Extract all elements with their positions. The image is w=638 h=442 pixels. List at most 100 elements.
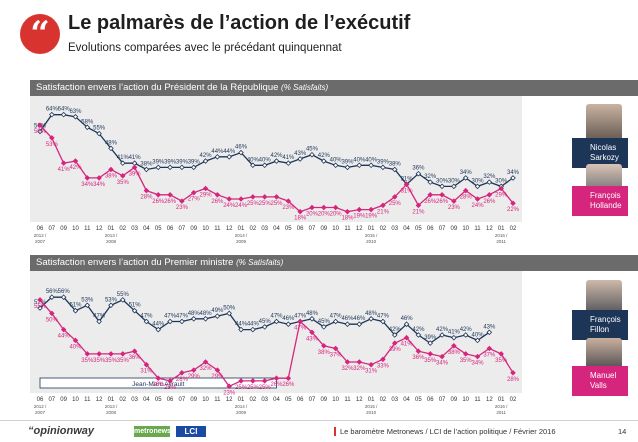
- data-point: [131, 307, 138, 314]
- tick-label: 01: [498, 226, 505, 232]
- tick-label: 10: [332, 226, 339, 232]
- data-label: 31%: [401, 176, 414, 182]
- data-label: 28%: [460, 195, 473, 201]
- data-label: 25%: [389, 201, 402, 207]
- quote-badge: “: [20, 14, 60, 54]
- year-label: 2010: [366, 410, 377, 415]
- data-point: [72, 307, 79, 314]
- data-label: 46%: [341, 316, 354, 322]
- footer-caption: Le baromètre Metronews / LCI de l’action…: [334, 427, 556, 436]
- data-point: [486, 192, 493, 198]
- tick-label: 12: [96, 226, 103, 232]
- data-label: 32%: [353, 366, 366, 372]
- tick-label: 06: [297, 397, 304, 403]
- data-label: 59%: [34, 129, 47, 135]
- data-label: 47%: [93, 314, 106, 320]
- data-label: 42%: [200, 153, 213, 159]
- data-point: [356, 359, 363, 365]
- tick-label: 02: [380, 397, 387, 403]
- annotation-label: Jean-Marc Ayrault: [132, 381, 184, 388]
- data-label: 64%: [58, 107, 71, 113]
- year-label: 2014 /: [235, 233, 248, 238]
- data-point: [108, 351, 114, 357]
- data-label: 24%: [223, 203, 236, 209]
- data-label: 39%: [424, 335, 437, 341]
- data-label: 39%: [389, 347, 402, 353]
- data-point: [321, 204, 327, 211]
- data-label: 53%: [46, 142, 59, 148]
- tick-label: 10: [462, 226, 469, 232]
- data-point: [380, 202, 386, 209]
- data-point: [37, 305, 43, 311]
- data-point: [391, 166, 398, 173]
- data-point: [285, 160, 292, 166]
- plot-background: [30, 271, 522, 393]
- data-point: [285, 198, 292, 204]
- data-point: [202, 359, 209, 365]
- data-label: 38%: [105, 173, 118, 179]
- tick-label: 09: [451, 226, 458, 232]
- tick-label: 11: [214, 397, 221, 403]
- data-label: 47%: [140, 314, 153, 320]
- data-label: 26%: [152, 199, 165, 205]
- tick-label: 01: [368, 397, 375, 403]
- data-point: [273, 158, 280, 164]
- tick-label: 09: [320, 226, 327, 232]
- tick-label: 09: [60, 226, 67, 232]
- data-label: 29%: [211, 374, 224, 380]
- data-point: [155, 375, 162, 381]
- data-point: [321, 324, 327, 330]
- data-point: [451, 198, 457, 204]
- data-point: [49, 294, 55, 300]
- data-label: 18%: [341, 216, 354, 222]
- data-point: [96, 130, 102, 137]
- data-point: [510, 175, 516, 181]
- data-label: 40%: [353, 157, 366, 163]
- data-point: [226, 310, 232, 317]
- data-point: [368, 361, 374, 368]
- year-label: 2013 /: [105, 233, 118, 238]
- data-point: [238, 196, 244, 202]
- data-label: 47%: [270, 314, 283, 320]
- data-point: [474, 337, 481, 344]
- data-label: 46%: [282, 316, 295, 322]
- data-point: [143, 318, 150, 325]
- tick-label: 11: [474, 397, 481, 403]
- data-point: [60, 160, 67, 166]
- data-point: [309, 204, 315, 211]
- data-point: [297, 156, 303, 162]
- data-label: 23%: [448, 205, 461, 211]
- year-label: 2009: [236, 410, 247, 415]
- data-label: 45%: [306, 147, 319, 153]
- data-label: 41%: [58, 167, 71, 173]
- tick-label: 11: [214, 226, 221, 232]
- data-point: [344, 321, 351, 327]
- data-label: 32%: [424, 174, 437, 180]
- data-point: [214, 367, 221, 373]
- tick-label: 02: [380, 226, 387, 232]
- data-label: 40%: [472, 332, 485, 338]
- data-point: [380, 164, 386, 171]
- data-point: [309, 151, 315, 158]
- data-point: [332, 318, 339, 325]
- data-label: 28%: [507, 377, 520, 383]
- data-point: [250, 326, 256, 333]
- data-label: 30%: [495, 178, 508, 184]
- data-label: 25%: [247, 201, 260, 207]
- data-label: 30%: [448, 178, 461, 184]
- data-point: [427, 192, 433, 198]
- data-label: 55%: [117, 292, 130, 298]
- data-point: [238, 378, 244, 384]
- valls-name: Manuel Valls: [572, 366, 628, 396]
- data-point: [190, 164, 197, 171]
- data-label: 18%: [294, 216, 307, 222]
- data-label: 21%: [412, 209, 425, 215]
- tick-label: 06: [167, 397, 174, 403]
- data-point: [84, 302, 91, 309]
- data-label: 35%: [117, 358, 130, 364]
- year-label: 2015 /: [365, 404, 378, 409]
- data-point: [391, 332, 398, 338]
- data-label: 33%: [377, 363, 390, 369]
- tick-label: 03: [391, 226, 398, 232]
- data-point: [356, 162, 363, 169]
